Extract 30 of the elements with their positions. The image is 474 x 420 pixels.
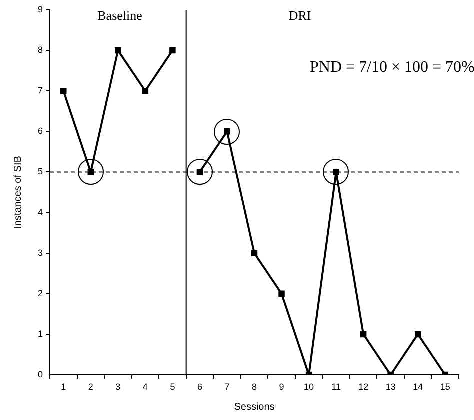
x-tick-label: 15 <box>440 382 450 392</box>
y-tick-label: 7 <box>38 86 43 96</box>
y-tick-label: 5 <box>38 166 43 177</box>
x-tick-label: 3 <box>116 382 121 392</box>
x-tick-label: 12 <box>358 382 369 392</box>
y-tick-label: 8 <box>38 45 43 56</box>
y-tick-label: 6 <box>38 126 43 136</box>
x-tick-label: 14 <box>413 382 424 392</box>
x-tick-label: 5 <box>170 382 176 392</box>
x-tick-label: 10 <box>304 382 314 392</box>
x-tick-label: 11 <box>332 382 341 392</box>
annotation: DRI <box>288 8 312 23</box>
x-tick-label: 8 <box>252 382 258 392</box>
x-tick-label: 7 <box>224 382 230 392</box>
x-tick-label: 6 <box>197 382 202 392</box>
y-tick-label: 1 <box>38 328 43 339</box>
y-axis-title: Instances of SIB <box>12 156 24 229</box>
y-tick-label: 2 <box>38 288 43 298</box>
x-tick-label: 13 <box>386 382 396 392</box>
y-tick-label: 4 <box>38 207 43 218</box>
y-tick-label: 9 <box>38 4 43 14</box>
x-axis-title: Sessions <box>234 402 275 413</box>
x-tick-label: 1 <box>61 382 66 392</box>
x-tick-label: 2 <box>88 382 94 392</box>
annotation: Baseline <box>98 8 143 23</box>
x-tick-label: 4 <box>142 382 148 392</box>
y-tick-label: 3 <box>38 248 43 258</box>
x-tick-label: 9 <box>279 382 284 392</box>
y-tick-label: 0 <box>38 369 43 380</box>
annotation: PND = 7/10 × 100 = 70% <box>310 59 474 76</box>
